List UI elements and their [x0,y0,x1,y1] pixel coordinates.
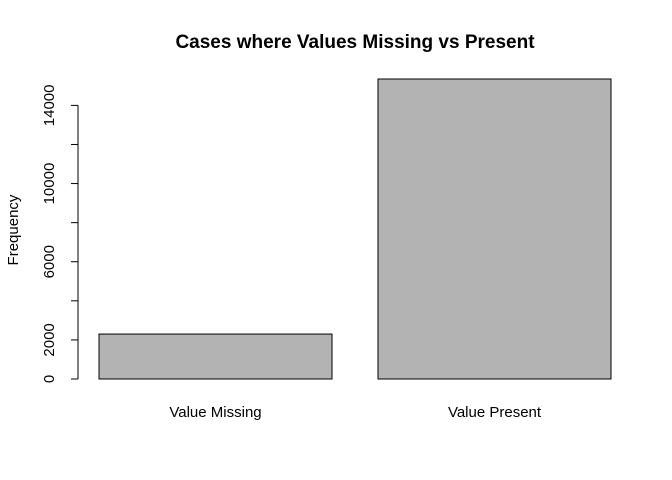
bars [98,78,612,380]
y-tick-label: 14000 [41,85,58,127]
y-axis: 0 2000 6000 10000 14000 [41,85,79,383]
y-tick-label: 0 [41,375,58,383]
bar-value-present [377,78,612,380]
x-category-label: Value Present [448,404,542,421]
chart-title: Cases where Values Missing vs Present [175,32,535,53]
bar-value-missing [98,333,333,380]
y-tick-label: 10000 [41,163,58,205]
category-labels: Value Missing Value Present [169,404,542,421]
y-tick-label: 6000 [41,245,58,278]
y-tick-label: 2000 [41,323,58,356]
x-category-label: Value Missing [169,404,261,421]
y-axis-label: Frequency [5,194,22,265]
